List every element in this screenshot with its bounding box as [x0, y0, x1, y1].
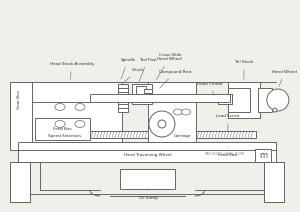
Bar	[18, 150, 276, 162]
Text: Feed Box: Feed Box	[52, 127, 71, 131]
Ellipse shape	[55, 120, 65, 127]
Circle shape	[267, 89, 289, 111]
Ellipse shape	[75, 120, 85, 127]
Text: Dead Center: Dead Center	[197, 82, 223, 95]
Bar	[118, 84, 128, 112]
Text: Oil Sump: Oil Sump	[139, 189, 157, 200]
Text: Carriage: Carriage	[174, 134, 192, 138]
Bar	[136, 86, 146, 96]
Ellipse shape	[55, 103, 65, 110]
Bar	[32, 82, 122, 102]
Bar	[218, 94, 232, 104]
Bar	[120, 169, 175, 189]
Bar	[18, 142, 276, 162]
Ellipse shape	[182, 109, 190, 115]
Bar	[90, 94, 230, 102]
Text: Spindle: Spindle	[120, 58, 136, 80]
Bar	[132, 84, 152, 104]
Bar	[18, 142, 276, 150]
Bar	[128, 96, 153, 102]
Circle shape	[273, 108, 277, 112]
Bar	[148, 82, 196, 142]
Text: Tail Stock: Tail Stock	[234, 60, 254, 79]
Text: Chuck: Chuck	[124, 68, 144, 82]
Circle shape	[149, 111, 175, 137]
Bar	[196, 131, 256, 138]
Bar	[35, 118, 90, 140]
Text: Gear Box: Gear Box	[17, 89, 21, 109]
Ellipse shape	[173, 109, 182, 115]
Text: Tool Post: Tool Post	[139, 58, 157, 81]
Bar	[264, 162, 284, 202]
Text: MECHCOLLEGE.COM: MECHCOLLEGE.COM	[205, 152, 245, 156]
Bar	[258, 88, 272, 112]
Bar	[10, 162, 30, 202]
Text: Head Stock Assembly: Head Stock Assembly	[50, 62, 94, 79]
Bar	[228, 88, 250, 112]
Text: m: m	[259, 152, 267, 160]
Text: Speed Selectors: Speed Selectors	[48, 134, 82, 138]
Bar	[255, 149, 271, 162]
Text: Compound Rest: Compound Rest	[158, 70, 191, 88]
Text: Lead Screw: Lead Screw	[216, 114, 240, 131]
Circle shape	[158, 120, 166, 128]
Ellipse shape	[75, 103, 85, 110]
Text: Cross Slide
Hand Wheel: Cross Slide Hand Wheel	[156, 53, 182, 80]
Bar	[90, 131, 148, 138]
Bar	[32, 82, 122, 142]
Bar	[228, 82, 260, 118]
Text: Hand Wheel: Hand Wheel	[272, 70, 297, 86]
Text: Feed Rod: Feed Rod	[218, 147, 237, 157]
Text: Hand Traversing Wheel: Hand Traversing Wheel	[124, 153, 172, 157]
Bar	[144, 89, 152, 93]
Bar	[10, 82, 32, 150]
